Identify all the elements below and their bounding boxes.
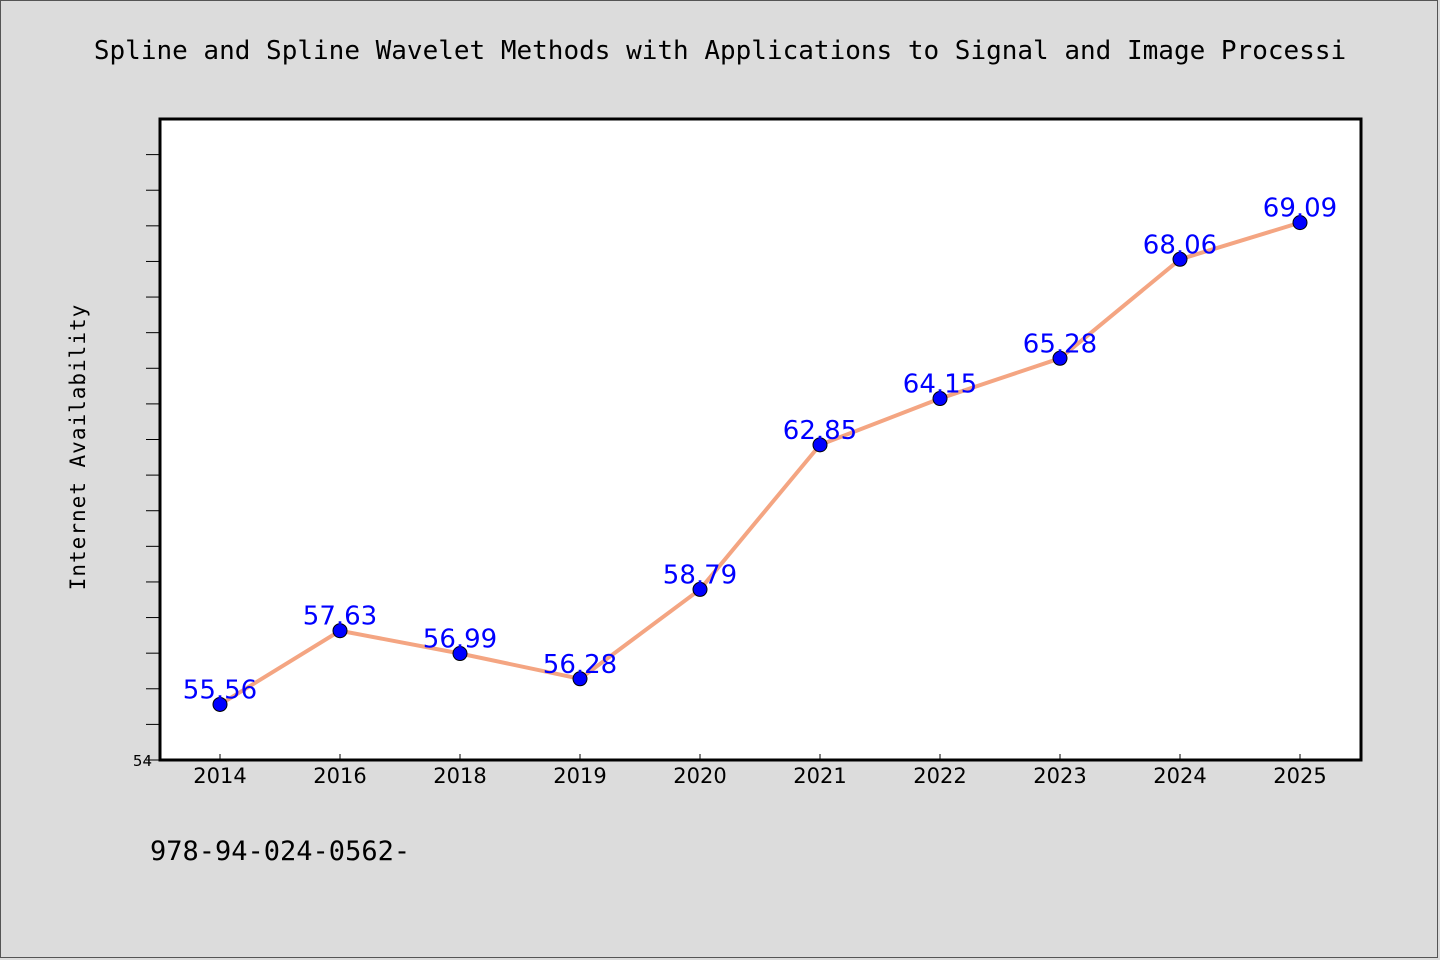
data-label: 64.15 [903, 370, 977, 400]
y-axis-ticks: 54 [133, 154, 160, 770]
data-label: 65.28 [1023, 329, 1097, 359]
x-tick-label: 2023 [1033, 764, 1086, 788]
data-point [1292, 215, 1308, 231]
data-point [692, 581, 708, 597]
x-tick-label: 2022 [913, 764, 966, 788]
data-label: 57.63 [303, 602, 377, 632]
data-label: 56.99 [423, 625, 497, 655]
data-label: 58.79 [663, 560, 737, 590]
data-labels: 55.56 57.63 56.99 56.28 58.79 62.85 64.15 65.28… [183, 194, 1337, 706]
data-point [1172, 251, 1188, 267]
plot-area [158, 117, 1363, 762]
x-tick-label: 2025 [1273, 764, 1326, 788]
data-point [572, 671, 588, 687]
footnote-isbn: 978-94-024-0562- [150, 836, 411, 867]
x-tick-label: 2024 [1153, 764, 1206, 788]
data-label: 62.85 [783, 416, 857, 446]
series-line [218, 220, 1301, 707]
x-tick-label: 2018 [433, 764, 486, 788]
x-axis-ticks: 2014 2016 2018 2019 2020 2021 2022 2023 2024 2025 [193, 754, 1327, 788]
x-tick-label: 2020 [673, 764, 726, 788]
data-point [212, 696, 228, 712]
chart-title: Spline and Spline Wavelet Methods with A… [93, 36, 1347, 66]
data-point [932, 391, 948, 407]
data-label: 69.09 [1263, 194, 1337, 224]
data-point [332, 623, 348, 639]
data-label: 55.56 [183, 675, 257, 705]
data-point [812, 437, 828, 453]
data-label: 68.06 [1143, 230, 1217, 260]
y-tick-label: 54 [133, 752, 152, 770]
x-tick-label: 2014 [193, 764, 246, 788]
x-tick-label: 2021 [793, 764, 846, 788]
data-markers [212, 215, 1308, 712]
data-point [1052, 350, 1068, 366]
data-label: 56.28 [543, 650, 617, 680]
data-point [452, 646, 468, 662]
x-tick-label: 2019 [553, 764, 606, 788]
x-tick-label: 2016 [313, 764, 366, 788]
